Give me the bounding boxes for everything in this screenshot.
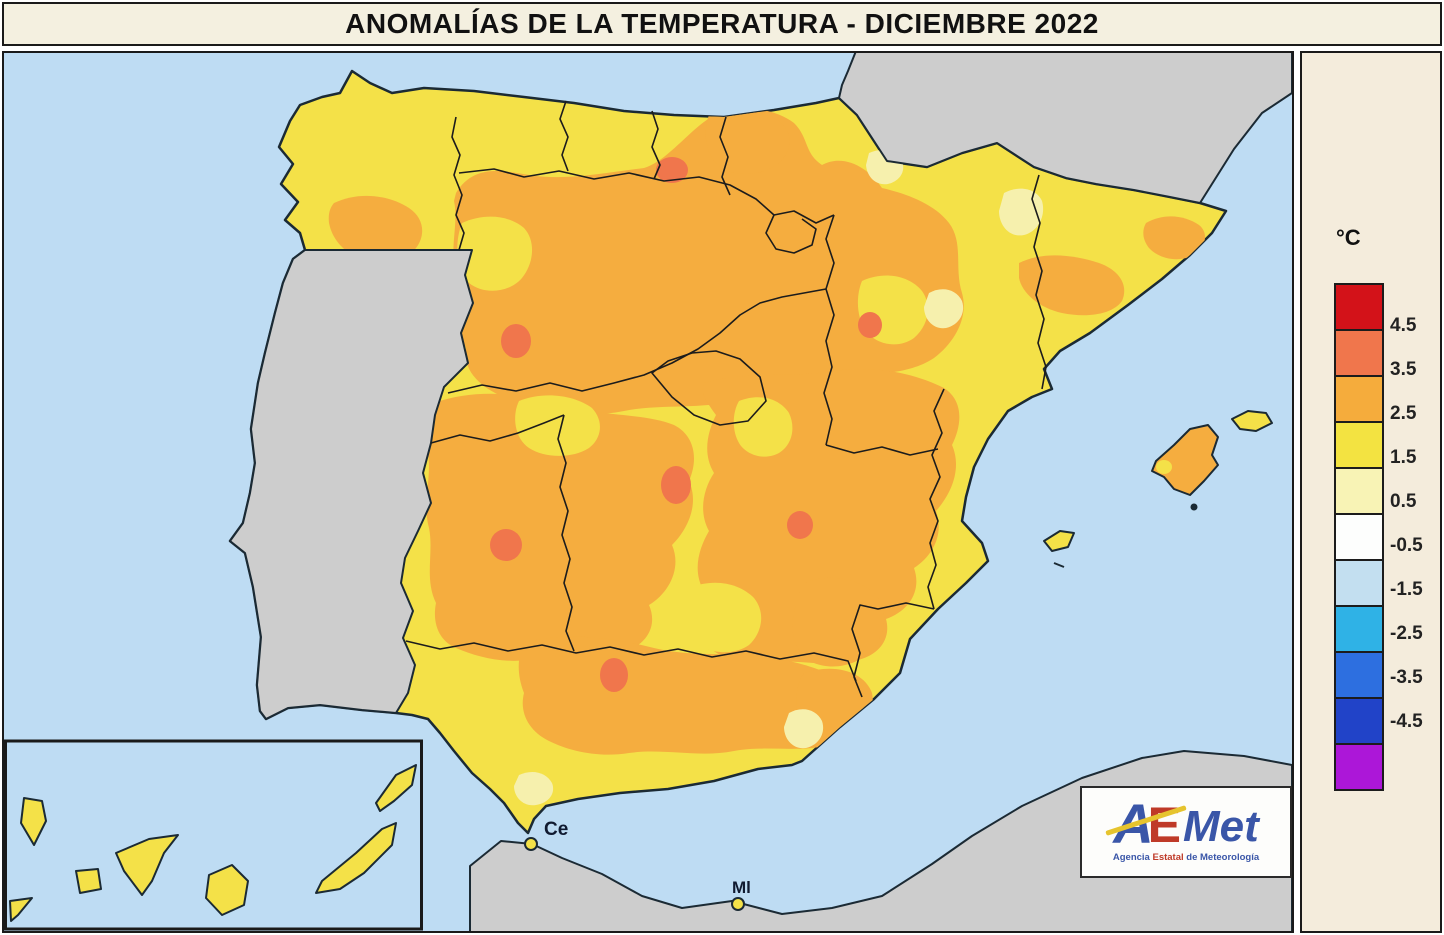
spain-anomaly-map: Ce Ml xyxy=(4,53,1292,931)
legend-swatch xyxy=(1336,605,1382,651)
legend-color-bar xyxy=(1334,283,1384,791)
logo-letters-met: Met xyxy=(1183,801,1259,851)
legend-tick: 4.5 xyxy=(1390,315,1417,336)
legend-swatch xyxy=(1336,329,1382,375)
ceuta-label: Ce xyxy=(544,819,568,840)
lanzarote xyxy=(375,764,417,812)
melilla-dot xyxy=(731,897,745,911)
cabrera xyxy=(1190,503,1198,511)
region-borders xyxy=(405,100,1047,698)
el-hierro xyxy=(9,897,33,922)
gran-canaria xyxy=(205,864,249,916)
logo-subtitle-estatal: Estatal xyxy=(1152,852,1187,863)
tenerife xyxy=(115,834,179,896)
aemet-logo: A E Met Agencia Estatal de Meteorología xyxy=(1080,786,1292,878)
menorca xyxy=(1231,410,1273,432)
melilla-label: Ml xyxy=(732,878,751,897)
legend-swatch xyxy=(1336,651,1382,697)
legend-tick: -3.5 xyxy=(1390,667,1423,688)
legend-tick: 3.5 xyxy=(1390,359,1417,380)
formentera xyxy=(1053,562,1065,568)
mallorca xyxy=(1151,424,1219,496)
legend-tick: -0.5 xyxy=(1390,535,1423,556)
ibiza xyxy=(1043,530,1075,552)
legend-tick: 0.5 xyxy=(1390,491,1417,512)
legend-unit-label: °C xyxy=(1336,225,1361,250)
anomaly-yellow-patches xyxy=(457,216,928,653)
legend-tick: 2.5 xyxy=(1390,403,1417,424)
logo-subtitle-agencia: Agencia xyxy=(1112,852,1153,863)
portugal xyxy=(229,249,474,720)
legend-swatch xyxy=(1336,285,1382,329)
la-gomera xyxy=(75,868,102,894)
legend-tick: -4.5 xyxy=(1390,711,1423,732)
legend-tick: 1.5 xyxy=(1390,447,1417,468)
legend-tick: -2.5 xyxy=(1390,623,1423,644)
legend-swatch xyxy=(1336,375,1382,421)
logo-subtitle: Agencia Estatal de Meteorología xyxy=(1082,852,1290,863)
map-panel: Ce Ml A E Met Agencia Estatal de Meteoro… xyxy=(2,51,1294,933)
canary-inset xyxy=(4,739,423,931)
la-palma xyxy=(20,797,47,846)
legend-panel: °C 4.5 3.5 2.5 1.5 0.5 -0.5 -1.5 -2.5 -3… xyxy=(1300,51,1442,933)
legend-swatch xyxy=(1336,467,1382,513)
legend-swatch xyxy=(1336,559,1382,605)
legend-swatch xyxy=(1336,421,1382,467)
france xyxy=(838,53,1292,204)
logo-subtitle-meteorologia: de Meteorología xyxy=(1186,852,1260,863)
anomaly-orange-regions xyxy=(328,108,1206,755)
ceuta-dot xyxy=(524,837,538,851)
page-title: ANOMALÍAS DE LA TEMPERATURA - DICIEMBRE … xyxy=(345,8,1099,39)
legend-swatch xyxy=(1336,697,1382,743)
mallorca-west-tip xyxy=(1156,460,1172,474)
anomaly-hotspots xyxy=(490,157,882,692)
legend-swatch xyxy=(1336,513,1382,559)
balearic-islands xyxy=(1043,410,1273,568)
title-bar: ANOMALÍAS DE LA TEMPERATURA - DICIEMBRE … xyxy=(2,2,1442,46)
fuerteventura xyxy=(315,822,397,894)
legend-swatch xyxy=(1336,743,1382,789)
anomaly-pale-patches xyxy=(514,149,1044,806)
legend-tick: -1.5 xyxy=(1390,579,1423,600)
